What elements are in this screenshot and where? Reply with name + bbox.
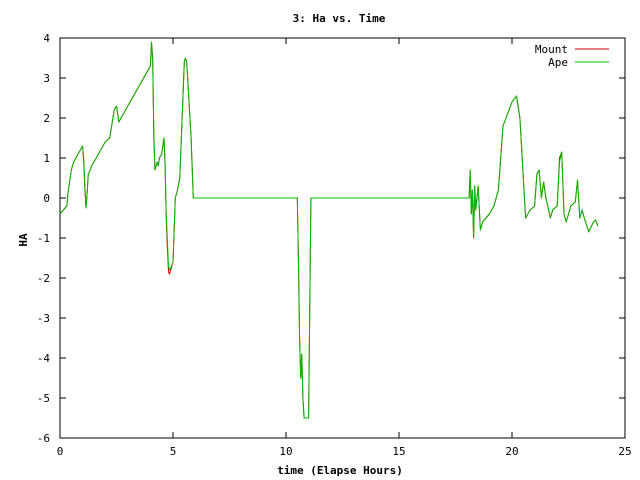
y-tick-label: 1: [43, 152, 50, 165]
chart-title: 3: Ha vs. Time: [293, 12, 386, 25]
series-line-ape: [59, 41, 599, 419]
y-tick-label: 0: [43, 192, 50, 205]
y-tick-label: -2: [37, 272, 50, 285]
plot-frame: [59, 37, 626, 439]
y-tick-label: -4: [37, 352, 51, 365]
x-tick-label: 10: [279, 445, 292, 458]
x-tick-label: 15: [392, 445, 405, 458]
y-tick-label: 4: [43, 32, 50, 45]
y-tick-label: -3: [37, 312, 50, 325]
x-tick-label: 25: [618, 445, 631, 458]
y-tick-label: 3: [43, 72, 50, 85]
y-tick-label: -5: [37, 392, 50, 405]
legend-label-ape: Ape: [548, 56, 568, 69]
axis-ticks: 0 5 10 15 20 25 -6 -5 -4 -3 -2 -1 0 1 2 3 4: [37, 32, 632, 458]
y-tick-label: 2: [43, 112, 50, 125]
legend-label-mount: Mount: [535, 43, 568, 56]
x-tick-label: 0: [57, 445, 64, 458]
x-axis-label: time (Elapse Hours): [277, 464, 403, 477]
x-tick-label: 20: [505, 445, 518, 458]
x-tick-label: 5: [170, 445, 177, 458]
y-tick-label: -1: [37, 232, 50, 245]
y-tick-label: -6: [37, 432, 50, 445]
y-axis-label: HA: [17, 233, 30, 247]
series-lines: [59, 41, 599, 419]
